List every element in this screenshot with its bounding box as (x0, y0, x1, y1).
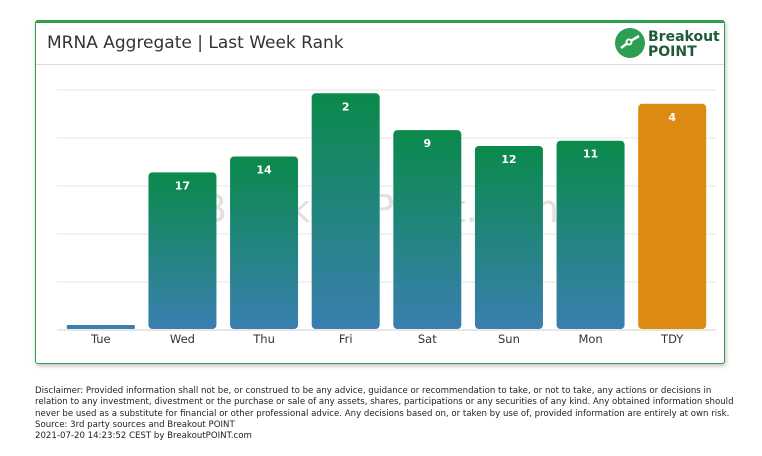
disclaimer: Disclaimer: Provided information shall n… (35, 386, 735, 442)
data-label: 17 (175, 179, 190, 192)
bar-chart: BreakoutPoint.com Tue17Wed14Thu2Fri9Sat1… (57, 89, 716, 346)
x-tick-label: Tue (90, 332, 111, 346)
timestamp-line: 2021-07-20 14:23:52 CEST by BreakoutPOIN… (35, 431, 252, 442)
disclaimer-line: relation to any investment, divestment o… (35, 397, 734, 408)
bar-fri (311, 93, 380, 330)
data-label: 4 (668, 111, 676, 124)
bar-thu (230, 156, 299, 329)
x-tick-label: Wed (170, 332, 195, 346)
x-tick-label: Sat (418, 332, 437, 346)
x-tick-label: Mon (578, 332, 602, 346)
x-tick-label: Fri (339, 332, 353, 346)
bar-sun (474, 145, 543, 329)
disclaimer-line: never be used as a substitute for financ… (35, 408, 730, 419)
x-tick-label: Sun (498, 332, 520, 346)
data-label: 2 (342, 100, 350, 113)
brand-logo: Breakout POINT (614, 27, 720, 61)
breakout-point-logo-icon (615, 28, 645, 58)
bar-sat (393, 130, 462, 329)
logo-text-line1: Breakout (648, 29, 720, 45)
x-tick-label: Thu (252, 332, 275, 346)
bar-mon (556, 140, 625, 329)
data-label: 11 (583, 148, 598, 161)
bar-tdy (638, 103, 707, 329)
data-label: 14 (256, 164, 272, 177)
bar-wed (148, 172, 217, 329)
logo-text-line2: POINT (648, 44, 697, 60)
data-label: 9 (423, 137, 431, 150)
chart-title: MRNA Aggregate | Last Week Rank (47, 33, 344, 53)
data-label: 12 (501, 153, 516, 166)
bar-tue (66, 325, 135, 329)
disclaimer-line: Disclaimer: Provided information shall n… (35, 386, 712, 396)
x-tick-label: TDY (660, 332, 684, 346)
source-line: Source: 3rd party sources and Breakout P… (35, 419, 235, 430)
chart-header: MRNA Aggregate | Last Week Rank Breakout… (36, 23, 724, 65)
